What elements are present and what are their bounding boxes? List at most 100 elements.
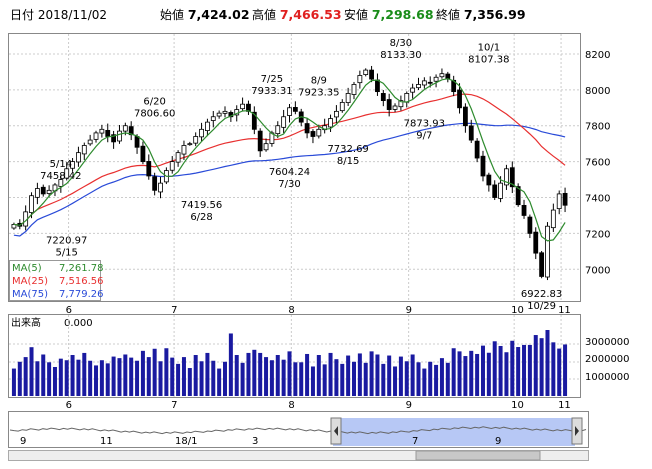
volume-bar — [146, 357, 151, 396]
month-label: 8 — [288, 305, 294, 316]
volume-bar — [387, 355, 392, 396]
volume-bar — [381, 363, 386, 396]
candle-body — [257, 130, 263, 152]
volume-bar — [269, 360, 274, 396]
candle-body — [152, 176, 158, 191]
volume-bar — [516, 347, 521, 396]
ma75-path — [13, 122, 566, 237]
volume-bar — [510, 340, 515, 396]
navigator-left-arrow-icon — [334, 426, 338, 436]
scrollbar-track[interactable] — [8, 450, 589, 461]
candle-body — [375, 79, 380, 93]
annotation-value: 7458.42 — [40, 171, 81, 182]
volume-bar — [99, 360, 104, 396]
navigator-label: 18/1 — [175, 436, 197, 447]
volume-bar — [228, 333, 233, 396]
candle-body — [433, 76, 439, 82]
navigator-right-arrow-icon — [575, 426, 579, 436]
annotation-value: 7419.56 — [181, 200, 222, 211]
volume-bar — [35, 361, 40, 396]
candle-body — [539, 252, 545, 277]
candle-body — [398, 100, 404, 108]
volume-bar — [223, 361, 228, 396]
volume-bar — [70, 355, 75, 396]
volume-bar — [264, 357, 269, 396]
volume-bar — [299, 362, 304, 396]
volume-tick-2m: 2000000 — [585, 354, 630, 365]
candle-body — [117, 130, 122, 142]
month-label: 11 — [558, 400, 571, 411]
navigator-label: 11 — [100, 436, 113, 447]
candle-body — [46, 189, 52, 194]
annotation-date: 7/30 — [278, 179, 300, 190]
candle-body — [515, 186, 521, 206]
legend-ma25-value: 7,516.56 — [59, 276, 104, 287]
candle-body — [105, 129, 111, 137]
y-tick-label: 7400 — [585, 194, 610, 205]
annotation-date: 7/25 — [261, 74, 283, 85]
candle-body — [99, 128, 105, 134]
volume-bar — [181, 357, 186, 396]
candle-body — [64, 168, 70, 179]
scrollbar-thumb[interactable] — [415, 450, 541, 461]
annotation-value: 7732.69 — [327, 144, 368, 155]
legend-ma75-value: 7,779.26 — [59, 289, 104, 300]
volume-bar — [527, 344, 532, 396]
open-label: 始値 — [160, 8, 185, 22]
volume-bar — [205, 352, 210, 396]
volume-bar — [76, 359, 81, 396]
volume-bar — [393, 366, 398, 396]
annotation-value: 7873.93 — [404, 118, 445, 129]
volume-bar — [498, 345, 503, 396]
candle-body — [416, 84, 421, 89]
volume-bar — [480, 345, 485, 396]
open-value: 7,424.02 — [187, 7, 250, 22]
volume-bar — [428, 361, 433, 396]
annotation-value: 7923.35 — [298, 88, 339, 99]
candle-body — [193, 136, 199, 144]
annotation-date: 6/20 — [143, 97, 165, 108]
candle-body — [81, 145, 87, 155]
volume-bar — [351, 361, 356, 396]
candle-body — [439, 73, 445, 78]
candle-body — [158, 182, 163, 193]
candle-body — [421, 80, 427, 86]
volume-bar — [281, 359, 286, 396]
volume-value: 0.000 — [64, 318, 93, 329]
volume-bar — [240, 362, 245, 396]
volume-bar — [410, 354, 415, 396]
candle-body — [357, 75, 363, 84]
volume-bar — [357, 353, 362, 396]
open-readout: 始値 7,424.02 — [160, 6, 250, 24]
volume-bar — [23, 357, 28, 396]
candle-body — [486, 174, 492, 186]
y-tick-label: 7800 — [585, 122, 610, 133]
volume-bar — [117, 358, 122, 396]
low-value: 7,298.68 — [371, 7, 434, 22]
candle-body — [527, 216, 533, 234]
candle-body — [58, 179, 64, 187]
candle-body — [216, 112, 222, 117]
volume-bar — [363, 362, 368, 396]
price-month-axis: 6 7 8 9 10 11 — [66, 305, 571, 316]
candle-body — [199, 128, 204, 138]
volume-bar — [563, 344, 568, 396]
volume-bar — [158, 361, 163, 396]
candle-body — [275, 125, 281, 135]
ma25-path — [13, 93, 566, 226]
volume-bar — [111, 356, 116, 396]
annotation-value: 7933.31 — [251, 86, 292, 97]
navigator-selection[interactable] — [333, 418, 575, 446]
navigator-labels: 9 11 18/1 3 7 9 — [20, 436, 501, 447]
date-label: 日付 — [10, 8, 35, 22]
annotation-date: 9/7 — [416, 130, 432, 141]
candle-body — [205, 121, 210, 131]
low-readout: 安値 7,298.68 — [344, 6, 434, 24]
volume-bar — [305, 353, 310, 396]
candle-body — [380, 93, 386, 102]
volume-bar — [469, 350, 474, 396]
candle-body — [29, 195, 34, 213]
